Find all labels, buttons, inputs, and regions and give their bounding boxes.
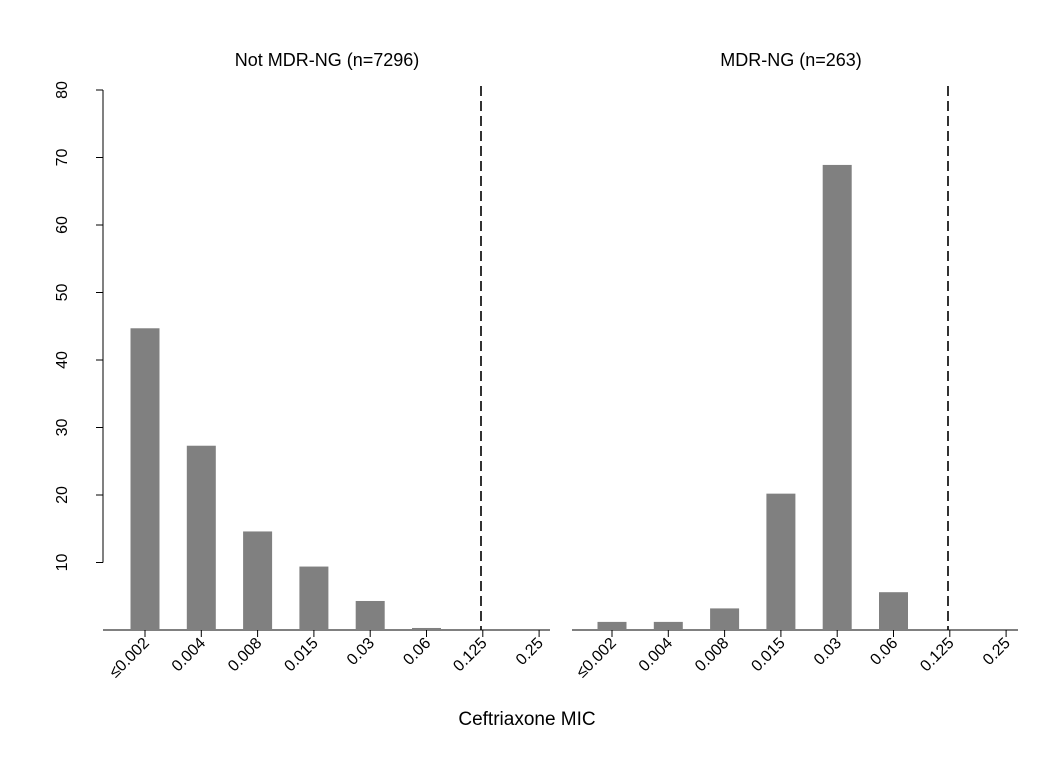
x-tick-label: 0.125 — [917, 635, 957, 675]
bar — [710, 608, 740, 630]
y-tick-label: 70 — [54, 149, 71, 167]
x-tick-label: 0.015 — [281, 635, 321, 675]
x-tick-label: 0.03 — [811, 635, 845, 669]
y-tick-label: 80 — [54, 81, 71, 99]
bar — [879, 592, 908, 630]
bar — [653, 621, 683, 630]
y-tick-label: 50 — [54, 284, 71, 302]
x-tick-label: 0.004 — [169, 635, 209, 675]
y-tick-label: 30 — [54, 419, 71, 437]
y-tick-label: 40 — [54, 351, 71, 369]
x-tick-label: 0.06 — [400, 635, 434, 669]
y-tick-label: 10 — [54, 554, 71, 572]
bar — [186, 445, 216, 630]
x-tick-label: 0.125 — [450, 635, 490, 675]
bar — [822, 164, 852, 631]
bar — [766, 493, 796, 630]
chart-panels: Not MDR-NG (n=7296) 10 20 30 40 50 60 70 80 ≤0.00… — [54, 50, 1018, 681]
x-tick-label: ≤0.002 — [573, 635, 620, 682]
y-tick-label: 60 — [54, 216, 71, 234]
x-tick-label: 0.004 — [636, 635, 676, 675]
y-tick-label: 20 — [54, 486, 71, 504]
panel-title: MDR-NG (n=263) — [720, 50, 862, 70]
bar — [243, 531, 273, 630]
panel-title: Not MDR-NG (n=7296) — [235, 50, 420, 70]
x-tick-label: 0.03 — [344, 635, 378, 669]
bar — [597, 621, 627, 630]
x-tick-label: 0.008 — [225, 635, 265, 675]
bar — [299, 566, 329, 630]
bar — [412, 627, 441, 630]
bar — [130, 328, 160, 630]
bar — [355, 600, 385, 630]
x-tick-label: 0.06 — [867, 635, 901, 669]
x-tick-label: 0.25 — [513, 635, 547, 669]
x-tick-label: 0.015 — [748, 635, 788, 675]
x-tick-label: 0.25 — [980, 635, 1014, 669]
x-axis-title: Ceftriaxone MIC — [458, 709, 595, 730]
panel-1: Not MDR-NG (n=7296) 10 20 30 40 50 60 70 80 ≤0.00… — [54, 50, 550, 681]
panel-2: MDR-NG (n=263) ≤0.002 0.004 0.008 0.015 0.03 0… — [572, 50, 1018, 681]
x-tick-label: ≤0.002 — [106, 635, 153, 682]
x-tick-label: 0.008 — [692, 635, 732, 675]
